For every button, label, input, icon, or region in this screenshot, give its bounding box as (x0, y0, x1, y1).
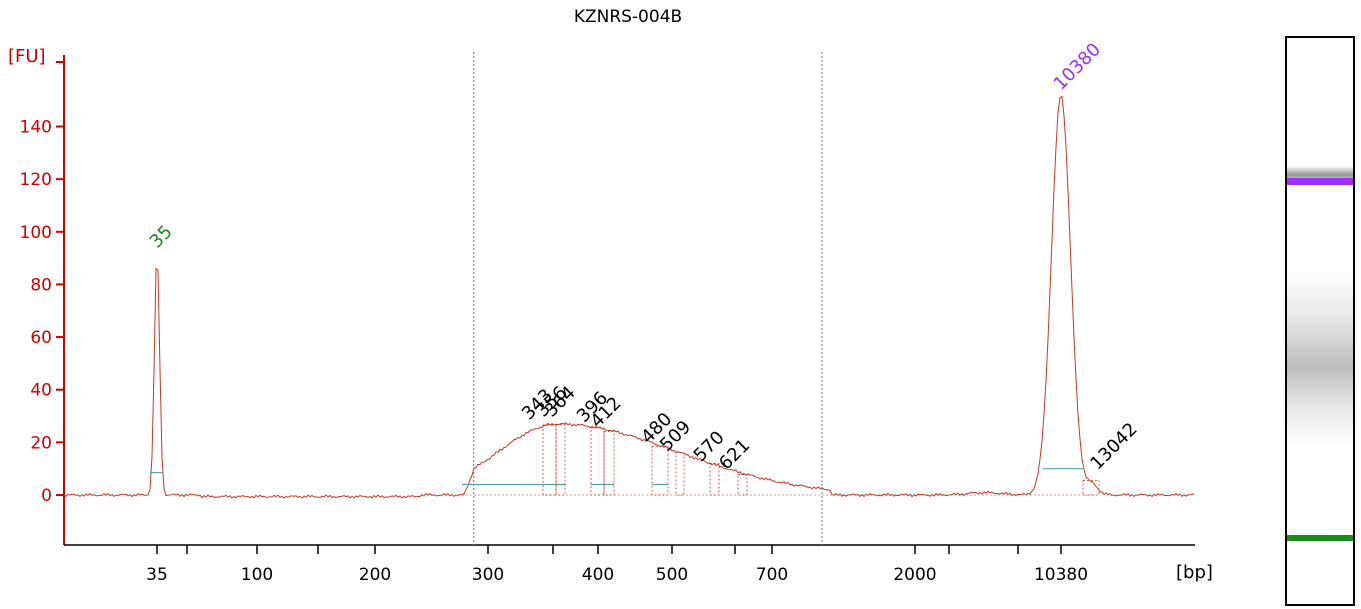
trace-layer (63, 95, 1195, 499)
peak-boundary (603, 431, 615, 496)
gel-lane (1285, 36, 1355, 606)
electropherogram-trace (63, 95, 1195, 499)
y-tick-label: 40 (30, 381, 52, 401)
x-tick-label: 2000 (893, 565, 936, 585)
x-tick-label: 35 (146, 565, 168, 585)
x-tick-label: 700 (756, 565, 788, 585)
peak-boundary (1082, 479, 1100, 496)
gel-upper-marker-band (1287, 178, 1353, 185)
y-tick-label: 120 (20, 170, 52, 190)
peak-boundary (675, 452, 685, 496)
peak-boundary (542, 424, 557, 496)
x-tick-label: 300 (472, 565, 504, 585)
peak-boundary (737, 474, 748, 496)
lower-marker-label: 35 (146, 221, 177, 252)
x-tick-label: 200 (359, 565, 391, 585)
x-tick-label: 500 (656, 565, 688, 585)
peak-size-label: 13042 (1086, 419, 1141, 474)
chart-axes: 0 20 40 60 80 100 120 140 35 100 200 300 400 500 700 20… (20, 55, 1195, 585)
upper-marker-label: 10380 (1050, 39, 1105, 94)
y-axis-label: [FU] (8, 46, 46, 67)
peak-boundary (555, 424, 566, 496)
x-tick-label: 400 (582, 565, 614, 585)
y-tick-label: 0 (41, 486, 52, 506)
y-tick-label: 60 (30, 328, 52, 348)
y-tick-label: 140 (20, 118, 52, 138)
y-tick-label: 20 (30, 433, 52, 453)
gel-smear (1287, 268, 1353, 448)
region-guides (473, 52, 823, 545)
chart-title: KZNRS-004B (574, 7, 682, 27)
y-tick-label: 100 (20, 223, 52, 243)
electropherogram-chart: KZNRS-004B 0 20 40 60 80 100 120 140 35 100 200 300… (8, 7, 1213, 585)
peak-boundary (651, 445, 669, 496)
x-tick-label: 100 (241, 565, 273, 585)
x-axis-label: [bp] (1176, 562, 1213, 583)
peak-boundary (709, 463, 720, 496)
gel-lower-marker-band (1287, 535, 1353, 541)
y-tick-label: 80 (30, 275, 52, 295)
x-tick-label: 10380 (1034, 565, 1088, 585)
